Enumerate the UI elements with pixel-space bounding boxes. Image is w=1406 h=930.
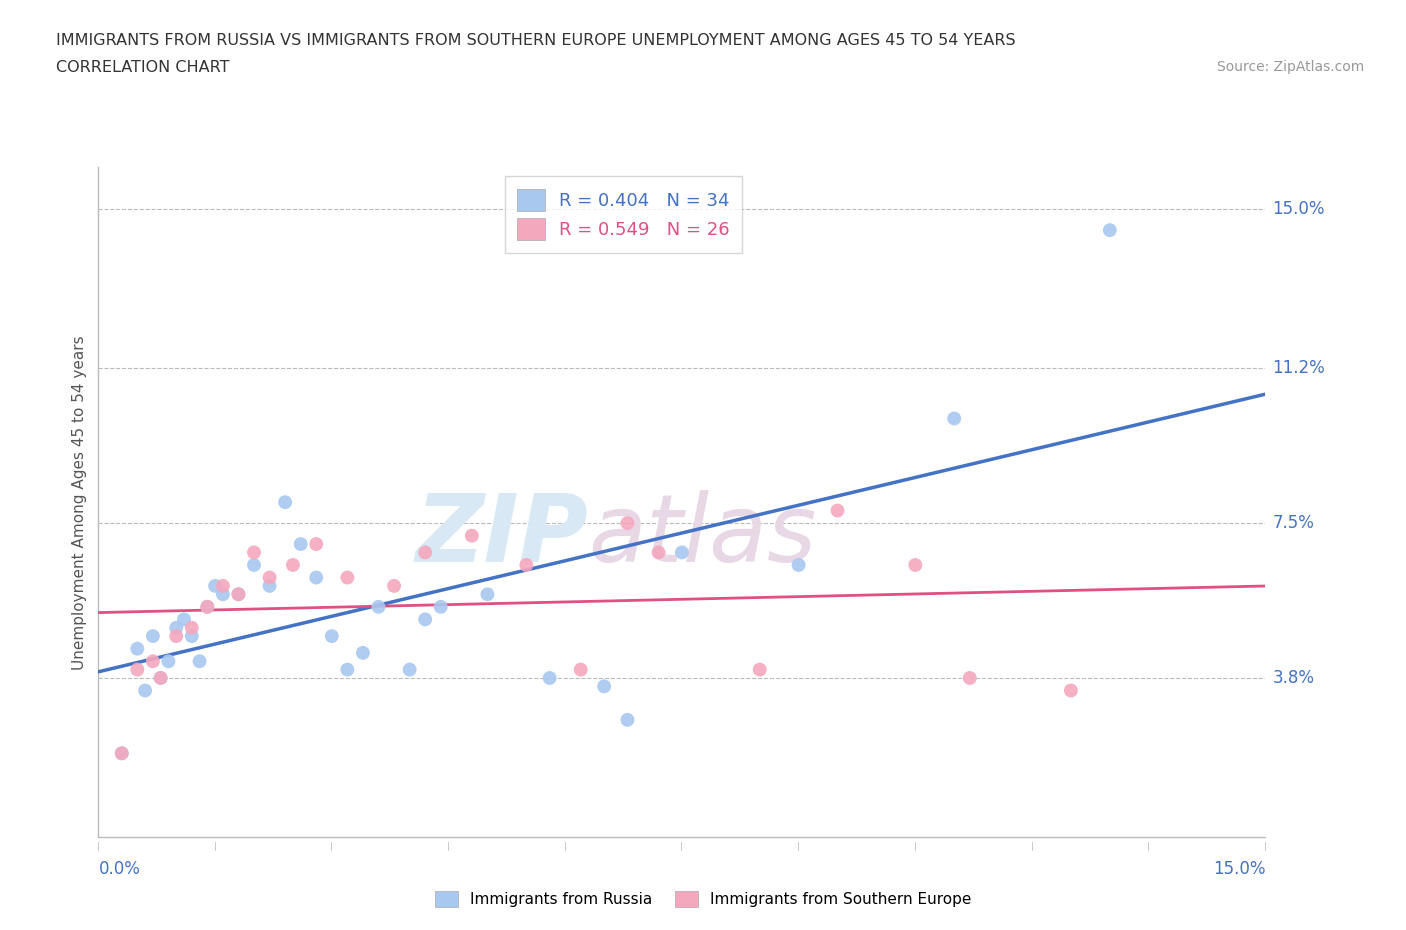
Point — [281, 558, 304, 573]
Point — [959, 671, 981, 685]
Point — [274, 495, 297, 510]
Point — [827, 503, 849, 518]
Point — [180, 620, 202, 635]
Legend: R = 0.404   N = 34, R = 0.549   N = 26: R = 0.404 N = 34, R = 0.549 N = 26 — [505, 177, 742, 253]
Point — [195, 600, 218, 615]
Text: atlas: atlas — [589, 490, 817, 581]
Point — [243, 545, 266, 560]
Point — [149, 671, 172, 685]
Point — [413, 545, 436, 560]
Text: |: | — [97, 842, 100, 851]
Text: |: | — [681, 842, 683, 851]
Text: |: | — [1031, 842, 1033, 851]
Point — [336, 662, 359, 677]
Point — [671, 545, 693, 560]
Point — [180, 629, 202, 644]
Y-axis label: Unemployment Among Ages 45 to 54 years: Unemployment Among Ages 45 to 54 years — [72, 335, 87, 670]
Text: ZIP: ZIP — [416, 490, 589, 581]
Point — [142, 654, 165, 669]
Point — [787, 558, 810, 573]
Point — [647, 545, 669, 560]
Text: CORRELATION CHART: CORRELATION CHART — [56, 60, 229, 75]
Point — [352, 645, 374, 660]
Point — [142, 629, 165, 644]
Point — [228, 587, 250, 602]
Point — [429, 600, 451, 615]
Point — [367, 600, 389, 615]
Point — [321, 629, 343, 644]
Point — [305, 537, 328, 551]
Point — [290, 537, 312, 551]
Point — [127, 662, 149, 677]
Point — [538, 671, 561, 685]
Point — [461, 528, 484, 543]
Point — [111, 746, 134, 761]
Text: 11.2%: 11.2% — [1272, 359, 1326, 378]
Point — [616, 516, 638, 531]
Text: |: | — [447, 842, 450, 851]
Point — [904, 558, 927, 573]
Point — [204, 578, 226, 593]
Point — [165, 629, 187, 644]
Point — [173, 612, 195, 627]
Text: 3.8%: 3.8% — [1272, 669, 1315, 687]
Point — [569, 662, 592, 677]
Point — [1098, 223, 1121, 238]
Point — [382, 578, 405, 593]
Text: 15.0%: 15.0% — [1272, 200, 1324, 219]
Legend: Immigrants from Russia, Immigrants from Southern Europe: Immigrants from Russia, Immigrants from … — [429, 884, 977, 913]
Point — [398, 662, 420, 677]
Text: |: | — [914, 842, 917, 851]
Point — [134, 683, 156, 698]
Point — [212, 587, 235, 602]
Point — [228, 587, 250, 602]
Point — [477, 587, 499, 602]
Point — [616, 712, 638, 727]
Text: |: | — [214, 842, 217, 851]
Text: 7.5%: 7.5% — [1272, 514, 1315, 532]
Point — [259, 578, 281, 593]
Point — [515, 558, 537, 573]
Point — [243, 558, 266, 573]
Point — [188, 654, 211, 669]
Text: IMMIGRANTS FROM RUSSIA VS IMMIGRANTS FROM SOUTHERN EUROPE UNEMPLOYMENT AMONG AGE: IMMIGRANTS FROM RUSSIA VS IMMIGRANTS FRO… — [56, 33, 1017, 47]
Point — [195, 600, 218, 615]
Text: |: | — [330, 842, 333, 851]
Point — [336, 570, 359, 585]
Point — [259, 570, 281, 585]
Point — [305, 570, 328, 585]
Point — [111, 746, 134, 761]
Text: 0.0%: 0.0% — [98, 860, 141, 878]
Point — [212, 578, 235, 593]
Point — [943, 411, 966, 426]
Text: 15.0%: 15.0% — [1213, 860, 1265, 878]
Point — [593, 679, 616, 694]
Point — [1060, 683, 1083, 698]
Text: |: | — [564, 842, 567, 851]
Point — [165, 620, 187, 635]
Point — [157, 654, 180, 669]
Text: |: | — [1147, 842, 1150, 851]
Point — [149, 671, 172, 685]
Point — [748, 662, 770, 677]
Text: |: | — [797, 842, 800, 851]
Text: Source: ZipAtlas.com: Source: ZipAtlas.com — [1216, 60, 1364, 74]
Text: |: | — [1264, 842, 1267, 851]
Point — [413, 612, 436, 627]
Point — [127, 642, 149, 657]
